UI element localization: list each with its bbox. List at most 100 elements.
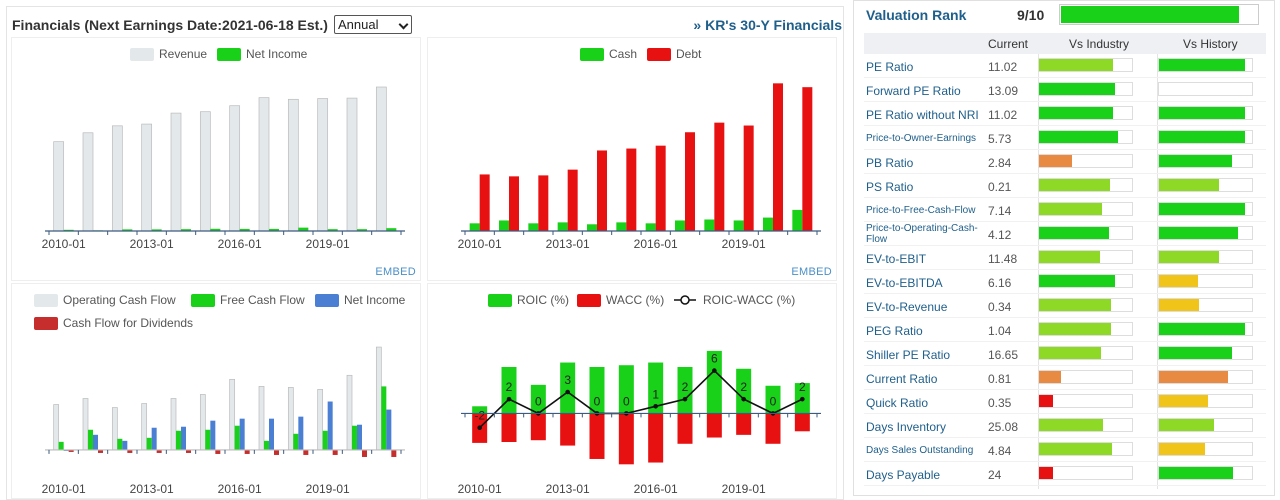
valuation-metric-link[interactable]: Price-to-Operating-Cash-Flow <box>866 223 978 245</box>
vs-industry-bar-fill <box>1039 275 1116 287</box>
legend-marker-icon <box>680 295 690 305</box>
period-select[interactable]: Annual <box>334 15 412 34</box>
valuation-metric-link[interactable]: PEG Ratio <box>866 324 923 338</box>
vs-history-bar-fill <box>1159 227 1239 239</box>
valuation-metric-link[interactable]: PE Ratio without NRI <box>866 108 979 122</box>
point-label: 1 <box>652 387 659 401</box>
legend-swatch-cash-flow-for-dividends <box>34 317 58 330</box>
vs-industry-bar <box>1038 226 1133 240</box>
bar-net-income <box>181 229 191 231</box>
bar-wacc <box>677 413 693 444</box>
chart-svg: Revenue Net Income 2010-01 2013-01 2016-01 20… <box>42 47 405 251</box>
bar-free-cash-flow <box>293 433 299 450</box>
valuation-metric-value: 1.04 <box>988 324 1012 338</box>
bar-revenue <box>82 132 94 232</box>
bar-net-income <box>239 228 250 231</box>
vs-industry-bar <box>1038 346 1133 360</box>
point-label: 0 <box>535 394 542 408</box>
x-tick-label: 2013-01 <box>546 482 590 496</box>
valuation-metric-link[interactable]: EV-to-EBITDA <box>866 276 943 290</box>
bar-roic <box>472 406 488 414</box>
embed-link[interactable]: EMBED <box>375 266 416 278</box>
vs-industry-bar-fill <box>1039 227 1109 239</box>
x-tick-label: 2016-01 <box>634 237 678 251</box>
valuation-metric-link[interactable]: Days Payable <box>866 468 941 482</box>
point-label: -2 <box>474 409 485 423</box>
vs-industry-bar-fill <box>1039 251 1101 263</box>
bar-cash-flow-for-dividends <box>391 449 397 457</box>
bar-debt <box>714 122 725 231</box>
bar-roic <box>677 367 693 414</box>
valuation-metric-link[interactable]: Price-to-Owner-Earnings <box>866 133 977 144</box>
bar-free-cash-flow <box>117 438 123 450</box>
col-current: Current <box>988 37 1029 51</box>
legend-swatch-free-cash-flow <box>191 294 215 307</box>
bar-wacc <box>648 413 664 463</box>
vs-industry-bar <box>1038 250 1133 264</box>
valuation-rank-label[interactable]: Valuation Rank <box>866 7 967 23</box>
bar-net-income <box>298 416 304 450</box>
valuation-row: PB Ratio 2.84 <box>864 150 1266 174</box>
bar-operating-cash-flow <box>287 387 294 451</box>
valuation-metric-link[interactable]: Current Ratio <box>866 372 938 386</box>
valuation-metric-link[interactable]: Shiller PE Ratio <box>866 348 951 362</box>
valuation-row: EV-to-EBIT 11.48 <box>864 246 1266 270</box>
x-tick-label: 2013-01 <box>546 237 590 251</box>
x-tick-label: 2013-01 <box>130 237 174 251</box>
valuation-metric-value: 7.14 <box>988 204 1012 218</box>
chart-svg: Cash Debt 2010-01 2013-01 2016-01 2019-01 <box>458 47 821 251</box>
bar-free-cash-flow <box>381 386 387 450</box>
bar-net-income <box>269 228 279 231</box>
legend-swatch-revenue <box>130 48 154 61</box>
bar-roic <box>706 350 722 414</box>
valuation-metric-value: 4.12 <box>988 228 1012 242</box>
vs-history-bar-fill <box>1159 443 1205 455</box>
bar-cash-flow-for-dividends <box>244 449 250 454</box>
valuation-row: EV-to-EBITDA 6.16 <box>864 270 1266 294</box>
vs-industry-bar-fill <box>1039 59 1114 71</box>
vs-history-bar-fill <box>1159 419 1214 431</box>
bar-cash-flow-for-dividends <box>127 449 133 453</box>
bar-operating-cash-flow <box>375 346 382 451</box>
bar-cash <box>645 223 656 231</box>
valuation-metric-link[interactable]: Days Inventory <box>866 420 947 434</box>
vs-history-bar <box>1158 274 1253 288</box>
valuation-metric-value: 4.84 <box>988 444 1012 458</box>
vs-industry-bar-fill <box>1039 83 1116 95</box>
valuation-row: Days Sales Outstanding 4.84 <box>864 438 1266 462</box>
valuation-metric-link[interactable]: EV-to-EBIT <box>866 252 927 266</box>
point-label: 2 <box>682 380 689 394</box>
vs-history-bar <box>1158 178 1253 192</box>
valuation-metric-link[interactable]: Quick Ratio <box>866 396 929 410</box>
valuation-metric-link[interactable]: PB Ratio <box>866 156 914 170</box>
bar-wacc <box>501 413 517 442</box>
bar-net-income <box>239 418 245 450</box>
bar-cash-flow-for-dividends <box>68 449 74 452</box>
bar-operating-cash-flow <box>258 386 265 451</box>
bar-wacc <box>560 413 576 446</box>
bar-cash <box>733 220 744 231</box>
vs-history-bar <box>1158 106 1253 120</box>
vs-history-bar <box>1158 346 1253 360</box>
vs-history-bar-fill <box>1159 203 1245 215</box>
valuation-metric-link[interactable]: PE Ratio <box>866 60 914 74</box>
x-tick-label: 2019-01 <box>306 482 350 496</box>
bar-revenue <box>111 125 123 232</box>
bar-revenue <box>346 97 358 232</box>
vs-history-bar-fill <box>1159 323 1246 335</box>
legend-label-net-income: Net Income <box>344 293 406 307</box>
valuation-metric-link[interactable]: Days Sales Outstanding <box>866 445 974 456</box>
bar-cash-flow-for-dividends <box>156 449 162 453</box>
point-roic-wacc <box>506 396 512 402</box>
valuation-metric-link[interactable]: Price-to-Free-Cash-Flow <box>866 205 976 216</box>
bar-wacc <box>765 413 781 444</box>
point-roic-wacc <box>565 389 570 395</box>
valuation-metric-value: 0.21 <box>988 180 1012 194</box>
embed-link[interactable]: EMBED <box>791 266 832 278</box>
valuation-metric-link[interactable]: EV-to-Revenue <box>866 300 948 314</box>
valuation-metric-link[interactable]: PS Ratio <box>866 180 914 194</box>
valuation-metric-link[interactable]: Forward PE Ratio <box>866 84 961 98</box>
vs-history-bar-fill <box>1159 107 1246 119</box>
bar-debt <box>538 175 549 231</box>
thirty-year-financials-link[interactable]: » KR's 30-Y Financials <box>693 17 842 33</box>
